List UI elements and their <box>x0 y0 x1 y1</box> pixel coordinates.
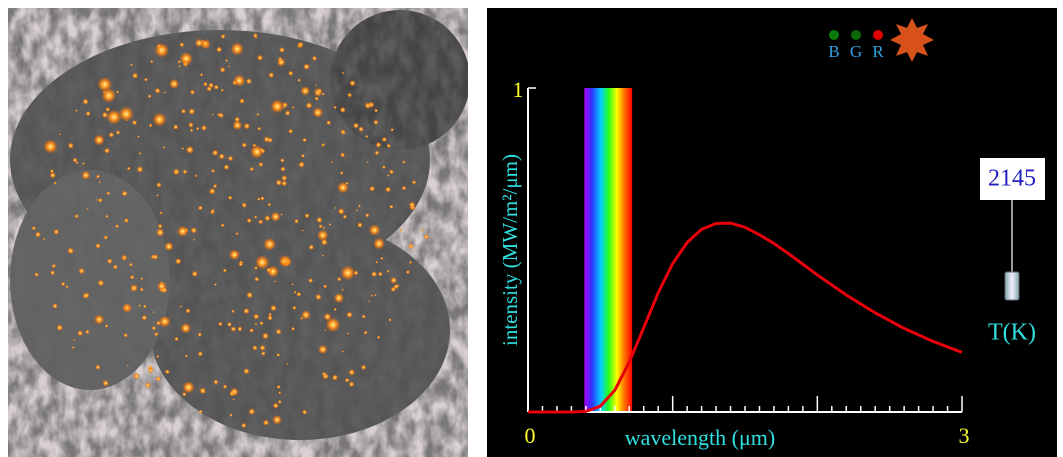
temperature-slider[interactable] <box>1005 272 1019 300</box>
visible-spectrum <box>584 88 632 412</box>
indicator-dot <box>851 30 861 40</box>
indicator-label: G <box>850 42 862 61</box>
x-tick-label: 0 <box>525 423 536 448</box>
y-axis-label: intensity (MW/m²/μm) <box>498 154 522 346</box>
indicator-dot <box>829 30 839 40</box>
y-tick-label: 1 <box>513 77 524 102</box>
temperature-label: T(K) <box>988 320 1036 346</box>
blackbody-simulation: 0 3 1 intensity (MW/m²/μm) wavelength (μm)… <box>0 0 1063 457</box>
indicator-dot <box>873 30 883 40</box>
sim-background <box>487 8 1057 457</box>
x-axis-label: wavelength (μm) <box>625 425 775 450</box>
page: 0 3 1 intensity (MW/m²/μm) wavelength (μm)… <box>0 0 1063 457</box>
indicator-label: B <box>828 42 839 61</box>
indicator-label: R <box>872 42 884 61</box>
temperature-value: 2145 <box>988 166 1036 192</box>
star-icon <box>890 18 934 62</box>
x-tick-label: 3 <box>959 423 970 448</box>
